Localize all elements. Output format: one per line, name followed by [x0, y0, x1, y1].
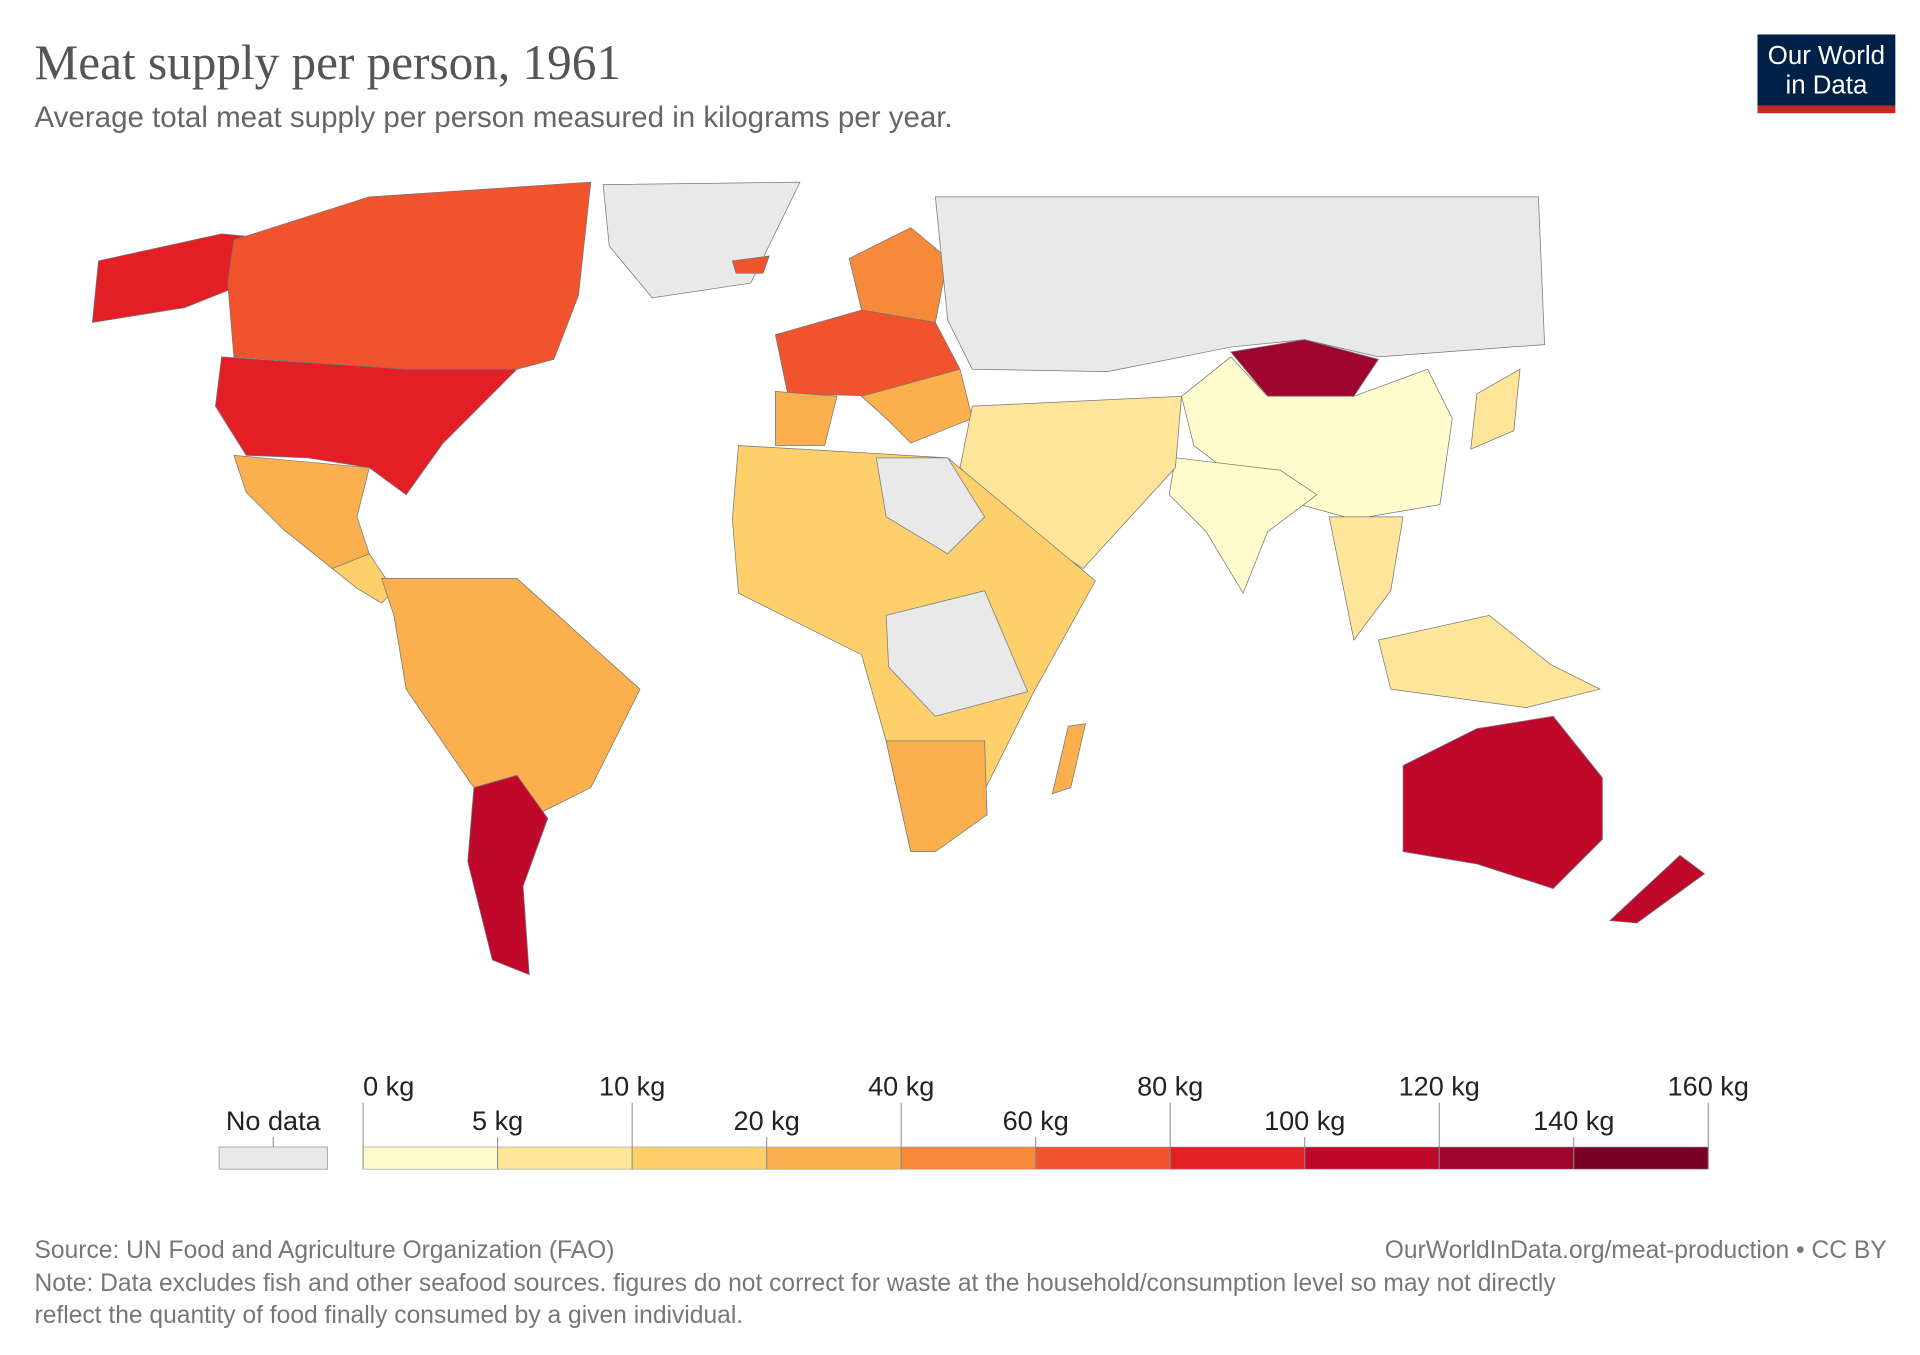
legend-tick-label: 100 kg	[1264, 1105, 1345, 1136]
country-shape	[875, 457, 986, 555]
legend-tick-label: 40 kg	[868, 1070, 934, 1101]
legend-tick-label: 160 kg	[1668, 1070, 1749, 1101]
subtitle: Average total meat supply per person mea…	[35, 101, 953, 134]
country-shape	[860, 368, 973, 444]
legend-tick-label: 140 kg	[1533, 1105, 1614, 1136]
source: Source: UN Food and Agriculture Organiza…	[35, 1237, 615, 1264]
country-shape	[1051, 723, 1087, 795]
country-shape	[885, 590, 1029, 717]
legend-bin	[900, 1146, 1036, 1170]
country-shape	[885, 740, 988, 853]
country-shape	[1377, 614, 1602, 709]
legend-tick-label: 10 kg	[599, 1070, 665, 1101]
no-data-label: No data	[226, 1105, 322, 1136]
note-line: reflect the quantity of food finally con…	[35, 1302, 744, 1329]
legend-bin	[497, 1146, 633, 1170]
title: Meat supply per person, 1961	[35, 35, 621, 90]
logo-box	[1757, 34, 1896, 106]
country-shape	[227, 181, 592, 370]
country-shape	[1608, 854, 1706, 924]
country-shape	[1168, 457, 1318, 595]
country-shape	[1402, 715, 1603, 889]
legend-tick-label: 80 kg	[1137, 1070, 1203, 1101]
country-shape	[467, 774, 549, 976]
legend-bin	[1169, 1146, 1306, 1170]
country-shape	[731, 255, 770, 274]
legend-bin	[1035, 1146, 1171, 1170]
country-shape	[934, 196, 1545, 373]
logo-text: Our World	[1768, 42, 1885, 70]
url: OurWorldInData.org/meat-production • CC …	[1385, 1237, 1887, 1264]
legend-tick-label: 20 kg	[734, 1105, 800, 1136]
country-shape	[602, 181, 801, 299]
legend-bin	[1438, 1146, 1575, 1170]
legend-bin	[1573, 1146, 1709, 1170]
country-shape	[775, 390, 838, 446]
legend: No data 0 kg 5 kg 10 kg 20 kg 40 kg 60 kg 80 k…	[218, 1070, 1749, 1170]
logo[interactable]: Our World in Data	[1757, 34, 1896, 114]
logo-bar	[1757, 105, 1896, 114]
note-line: Note: Data excludes fish and other seafo…	[35, 1270, 1557, 1297]
legend-bin	[631, 1146, 767, 1170]
country-shape	[1230, 339, 1380, 397]
legend-bin	[1304, 1146, 1440, 1170]
country-shape	[1328, 516, 1404, 641]
legend-bin	[766, 1146, 902, 1170]
country-shape	[215, 356, 518, 496]
country-shape	[848, 227, 949, 323]
country-shape	[233, 454, 370, 570]
legend-tick-label: 120 kg	[1399, 1070, 1480, 1101]
legend-tick-label: 5 kg	[472, 1105, 523, 1136]
no-data-swatch	[218, 1146, 328, 1170]
world-map	[91, 181, 1706, 976]
logo-text: in Data	[1785, 72, 1867, 100]
legend-bin	[362, 1146, 498, 1170]
legend-tick-label: 60 kg	[1003, 1105, 1069, 1136]
legend-tick-label: 0 kg	[363, 1070, 414, 1101]
country-shape	[1470, 368, 1521, 450]
